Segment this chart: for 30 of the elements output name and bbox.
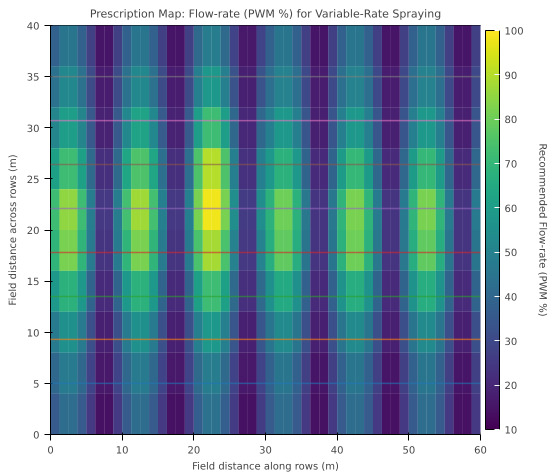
color-bar-label: 70: [504, 160, 518, 170]
color-bar-label: 40: [504, 292, 518, 304]
color-bar-label: 10: [504, 426, 518, 436]
x-tick-label: 40: [330, 446, 344, 456]
y-tick-label: 5: [33, 379, 40, 390]
color-bar-label: 20: [504, 381, 518, 392]
color-bar-label: 90: [504, 70, 518, 82]
y-tick-label: 30: [26, 124, 40, 135]
x-axis-title: Field distance along rows (m): [192, 462, 340, 472]
y-tick-label: 0: [33, 430, 40, 442]
x-tick-label: 10: [116, 446, 129, 456]
y-axis-title: Field distance across rows (m): [8, 154, 19, 306]
x-tick-label: 50: [402, 446, 416, 456]
color-bar-label: 30: [504, 336, 518, 348]
color-bar-label: 100: [504, 26, 524, 38]
x-tick-label: 0: [47, 446, 54, 456]
y-tick-label: 35: [26, 72, 40, 84]
color-bar-label: 60: [504, 204, 518, 215]
color-bar-label: 80: [504, 115, 518, 126]
x-tick-label: 30: [259, 446, 272, 456]
chart-title: Prescription Map: Flow-rate (PWM %) for Variable-Rate Spraying: [90, 8, 442, 20]
x-tick-label: 60: [474, 446, 487, 456]
color-bar-label: 50: [504, 248, 518, 260]
color-bar-title: Recommended Flow-rate (PWM %): [536, 143, 548, 317]
x-tick-label: 20: [187, 446, 200, 456]
y-tick-label: 10: [26, 328, 40, 340]
y-tick-label: 15: [26, 277, 40, 288]
y-tick-label: 20: [26, 226, 40, 237]
y-tick-label: 40: [26, 22, 40, 32]
y-tick-label: 25: [26, 174, 40, 186]
